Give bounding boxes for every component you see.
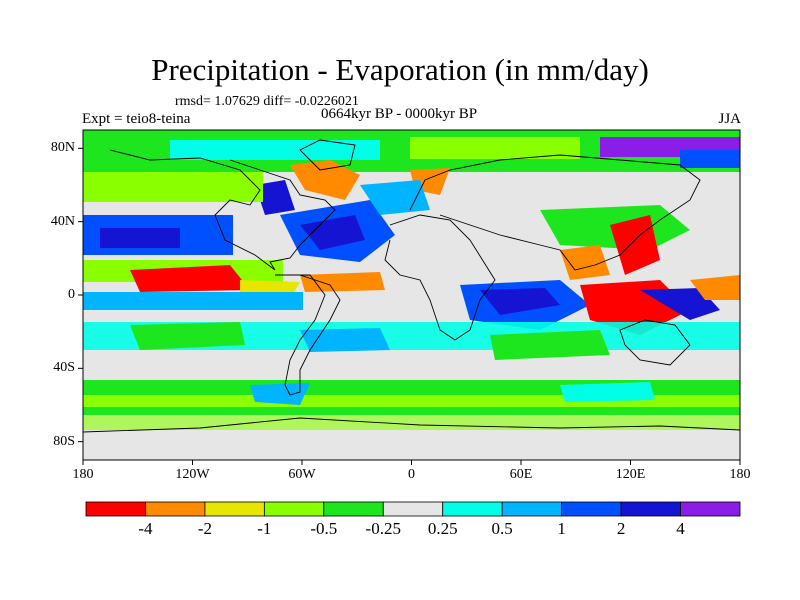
field-patch: [300, 328, 390, 352]
eurasia-coast: [409, 154, 701, 271]
lat-tick-label: 0: [68, 287, 75, 302]
colorbar-swatch: [620, 501, 681, 517]
lat-tick-label: 80N: [50, 140, 75, 156]
lon-tick-label: 60W: [288, 467, 316, 482]
colorbar-label: 4: [676, 519, 685, 538]
field-patch: [250, 383, 310, 405]
map-title: Precipitation - Evaporation (in mm/day): [151, 52, 649, 87]
south-america-coast: [275, 274, 341, 396]
antarctica-coast: [83, 417, 740, 433]
field-patch: [170, 140, 380, 160]
axis-ticks: [78, 147, 741, 465]
field-patch: [360, 180, 430, 215]
colorbar-swatch: [382, 501, 444, 517]
africa-coast: [384, 214, 496, 341]
greenland-coast: [299, 139, 356, 171]
field-patch: [83, 172, 263, 202]
colorbar-label: -0.25: [365, 519, 401, 538]
coastlines: [83, 139, 740, 433]
colorbar-label: -2: [197, 519, 212, 538]
colorbar: [85, 501, 741, 517]
season-label: JJA: [718, 111, 741, 127]
lat-tick-label: 40N: [50, 213, 75, 229]
field-patch: [690, 275, 740, 300]
colorbar-swatch: [145, 501, 206, 517]
colorbar-label: 0.5: [491, 519, 513, 538]
field-patch: [480, 288, 560, 315]
colorbar-swatch: [501, 501, 563, 517]
lon-tick-label: 0: [408, 467, 415, 482]
stats-line: rmsd= 1.07629 diff= -0.0226021: [175, 94, 359, 109]
colorbar-swatch: [263, 501, 325, 517]
field-patch: [490, 330, 610, 360]
colorbar-swatch: [323, 501, 384, 517]
colorbar-label: 1: [557, 519, 566, 538]
colorbar-label: -0.5: [310, 519, 338, 538]
field-patch: [83, 292, 303, 310]
colorbar-label: 0.25: [427, 519, 458, 538]
australia-coast: [619, 319, 691, 366]
lon-tick-label: 120W: [175, 467, 210, 482]
field-patch: [83, 415, 740, 430]
field-patch: [130, 265, 250, 292]
field-patch: [100, 228, 180, 248]
colorbar-label: -1: [257, 519, 272, 538]
colorbar-swatch: [442, 501, 503, 517]
field-patch: [290, 160, 360, 200]
lon-tick-label: 120E: [615, 467, 646, 482]
field-patch: [560, 382, 655, 402]
field-patch: [410, 137, 580, 159]
field-patch: [640, 288, 720, 320]
field-patch: [300, 272, 385, 292]
north-america-coast: [109, 149, 336, 271]
lat-tick-label: 80S: [53, 433, 75, 449]
field-patch: [130, 322, 245, 350]
colorbar-label: 2: [616, 519, 626, 538]
experiment-label: Expt = teio8-teina: [82, 111, 191, 127]
lon-tick-label: 180: [729, 467, 751, 482]
colorbar-label: -4: [138, 519, 153, 538]
field-patch: [610, 215, 660, 275]
field-patch: [560, 245, 610, 280]
colorbar-swatch: [85, 501, 146, 517]
field-layer: [83, 130, 740, 460]
field-patch: [300, 215, 365, 250]
lon-tick-label: 60E: [509, 467, 533, 482]
lat-tick-label: 40S: [53, 360, 75, 376]
colorbar-swatch: [204, 501, 265, 517]
period-label: 0664kyr BP - 0000kyr BP: [321, 106, 478, 122]
colorbar-swatch: [680, 501, 741, 517]
field-patch: [83, 430, 740, 460]
field-patch: [255, 180, 295, 215]
field-patch: [680, 150, 740, 168]
colorbar-swatch: [561, 501, 622, 517]
lon-tick-label: 180: [72, 467, 94, 482]
